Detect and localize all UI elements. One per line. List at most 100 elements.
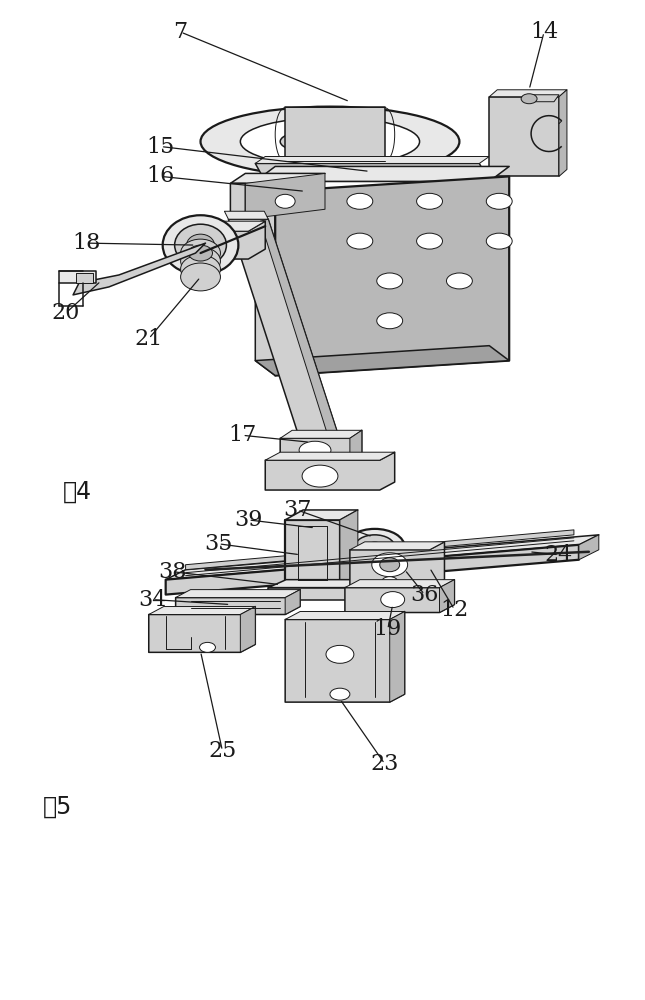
Text: 12: 12 (441, 599, 468, 621)
Ellipse shape (486, 233, 512, 249)
Ellipse shape (417, 233, 442, 249)
Text: 21: 21 (135, 328, 163, 350)
Ellipse shape (163, 215, 239, 275)
Ellipse shape (188, 245, 212, 261)
Polygon shape (195, 221, 265, 231)
Ellipse shape (175, 224, 226, 266)
Ellipse shape (486, 193, 512, 209)
Ellipse shape (181, 239, 221, 267)
Polygon shape (275, 176, 509, 376)
Polygon shape (73, 243, 206, 295)
Ellipse shape (347, 193, 373, 209)
Ellipse shape (355, 535, 395, 559)
Ellipse shape (330, 688, 350, 700)
Ellipse shape (377, 313, 402, 329)
Polygon shape (285, 612, 404, 619)
Polygon shape (285, 510, 358, 520)
Text: 18: 18 (72, 232, 100, 254)
Polygon shape (175, 590, 300, 598)
Polygon shape (186, 530, 574, 570)
Ellipse shape (380, 558, 400, 572)
Text: 16: 16 (146, 165, 175, 187)
Polygon shape (149, 607, 255, 652)
Polygon shape (439, 580, 455, 613)
Polygon shape (228, 219, 340, 440)
Polygon shape (285, 107, 384, 161)
Polygon shape (355, 580, 373, 600)
Ellipse shape (181, 263, 221, 291)
Text: 23: 23 (370, 753, 399, 775)
Ellipse shape (201, 107, 459, 176)
Text: 38: 38 (159, 561, 187, 583)
Polygon shape (265, 452, 395, 460)
Text: 15: 15 (146, 136, 175, 158)
Ellipse shape (382, 577, 398, 587)
Ellipse shape (372, 553, 408, 577)
Text: 24: 24 (545, 544, 573, 566)
Ellipse shape (381, 592, 404, 608)
Polygon shape (59, 271, 96, 283)
Ellipse shape (347, 233, 373, 249)
Text: 36: 36 (410, 584, 439, 606)
Polygon shape (579, 535, 599, 560)
Polygon shape (255, 156, 490, 163)
Ellipse shape (417, 193, 442, 209)
Text: 图4: 图4 (63, 480, 92, 504)
Polygon shape (255, 181, 275, 376)
Polygon shape (285, 612, 404, 702)
Text: 37: 37 (283, 499, 312, 521)
Polygon shape (76, 273, 93, 283)
Polygon shape (166, 545, 579, 595)
Ellipse shape (377, 273, 402, 289)
Polygon shape (490, 90, 567, 97)
Ellipse shape (280, 128, 380, 155)
Polygon shape (230, 183, 245, 226)
Text: 25: 25 (208, 740, 237, 762)
Polygon shape (559, 90, 567, 176)
Ellipse shape (186, 234, 215, 256)
Ellipse shape (326, 645, 354, 663)
Polygon shape (490, 97, 559, 176)
Polygon shape (261, 219, 340, 442)
Polygon shape (265, 452, 395, 490)
Text: 20: 20 (52, 302, 80, 324)
Polygon shape (195, 221, 265, 259)
Polygon shape (285, 590, 300, 615)
Text: 39: 39 (234, 509, 263, 531)
Ellipse shape (199, 642, 215, 652)
Polygon shape (390, 612, 404, 702)
Polygon shape (350, 542, 444, 550)
Ellipse shape (181, 247, 221, 275)
Polygon shape (166, 535, 599, 580)
Ellipse shape (241, 117, 420, 166)
Polygon shape (345, 580, 455, 588)
Polygon shape (350, 430, 362, 463)
Text: 19: 19 (373, 618, 402, 640)
Polygon shape (285, 520, 340, 590)
Ellipse shape (446, 273, 472, 289)
Polygon shape (230, 173, 325, 183)
Polygon shape (255, 346, 509, 376)
Text: 图5: 图5 (43, 795, 73, 819)
Text: 14: 14 (530, 21, 558, 43)
Polygon shape (241, 607, 255, 652)
Text: 17: 17 (228, 424, 257, 446)
Polygon shape (268, 588, 355, 600)
Ellipse shape (181, 255, 221, 283)
Text: 34: 34 (139, 589, 167, 611)
Ellipse shape (275, 194, 295, 208)
Polygon shape (529, 95, 559, 102)
Polygon shape (350, 542, 444, 588)
Ellipse shape (299, 441, 331, 459)
Polygon shape (268, 580, 373, 588)
Polygon shape (175, 590, 300, 615)
Polygon shape (340, 510, 358, 590)
Polygon shape (280, 430, 362, 463)
Ellipse shape (367, 542, 382, 552)
Text: 7: 7 (174, 21, 188, 43)
Polygon shape (245, 173, 325, 219)
Polygon shape (255, 166, 509, 181)
Ellipse shape (302, 465, 338, 487)
Polygon shape (224, 211, 268, 219)
Ellipse shape (308, 136, 352, 147)
